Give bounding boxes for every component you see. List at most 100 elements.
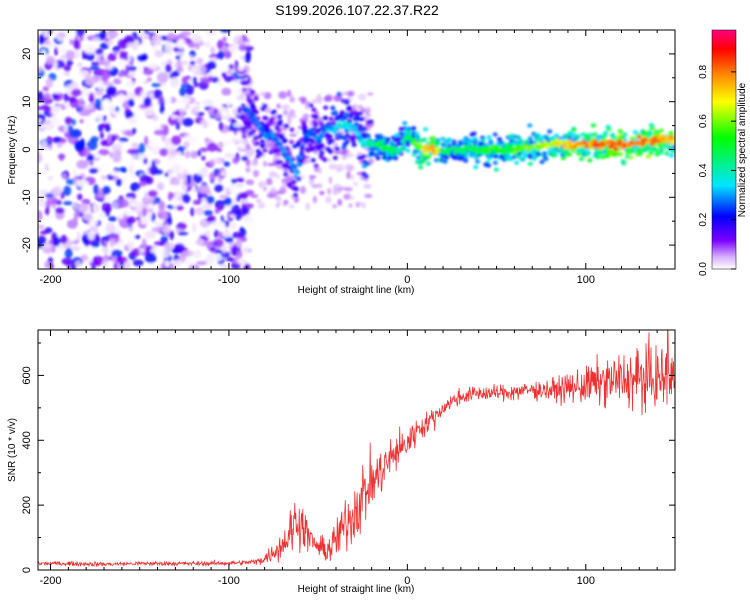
spectrogram-noise-blob bbox=[170, 77, 180, 88]
spectrogram-noise-blob bbox=[43, 92, 51, 102]
spectrogram-noise-blob bbox=[327, 158, 332, 163]
spectrogram-ridge-halo bbox=[270, 116, 276, 121]
spectrogram-noise-blob bbox=[235, 209, 248, 217]
spectrogram-ridge-halo bbox=[597, 134, 603, 139]
spectrogram-noise-blob bbox=[100, 122, 109, 129]
spectrogram-noise-blob bbox=[73, 211, 80, 218]
spectrogram-noise-blob bbox=[176, 98, 182, 109]
spectrogram-ridge-halo bbox=[344, 139, 350, 145]
spectrogram-ridge-halo bbox=[361, 163, 367, 169]
spectrogram-noise-blob bbox=[85, 118, 90, 129]
spectrogram-ridge-halo bbox=[411, 152, 417, 157]
colorbar-tick-label: 0.8 bbox=[698, 64, 709, 78]
spectrogram-noise-blob bbox=[136, 189, 143, 201]
spectrogram-noise-blob bbox=[195, 163, 202, 168]
spectrogram-ridge-core bbox=[299, 152, 304, 157]
spectrogram-noise-blob bbox=[134, 95, 141, 101]
spectrogram-marks bbox=[38, 30, 675, 269]
spectrogram-ridge-halo bbox=[301, 126, 307, 131]
spectrogram-noise-blob bbox=[222, 36, 227, 42]
spectrogram-noise-blob bbox=[221, 140, 233, 146]
spectrogram-ridge-core bbox=[252, 114, 257, 119]
spectrogram-noise-blob bbox=[77, 202, 89, 213]
spectrogram-ridge-core bbox=[607, 142, 611, 146]
spectrogram-noise-blob bbox=[144, 231, 156, 239]
spectrogram-noise-blob bbox=[192, 249, 202, 258]
spectrogram-noise-blob bbox=[201, 32, 208, 39]
spectrogram-ridge-core bbox=[288, 157, 293, 162]
spectrogram-ridge-halo bbox=[328, 116, 334, 122]
spectrogram-noise-blob bbox=[298, 96, 307, 102]
spectrogram-noise-blob bbox=[218, 231, 223, 239]
spectrogram-noise-blob bbox=[94, 48, 104, 55]
spectrogram-noise-blob bbox=[305, 202, 311, 211]
spectrogram-ridge-halo bbox=[645, 154, 651, 159]
spectrogram-noise-blob bbox=[245, 189, 254, 196]
spectrogram-noise-blob bbox=[327, 187, 332, 195]
spectrogram-noise-blob bbox=[120, 167, 128, 173]
snr-panel: -200 -100 0 100 0 200 400 600 Height of straigh… bbox=[7, 329, 676, 595]
spectrogram-ridge-halo bbox=[587, 158, 593, 163]
spectrogram-noise-blob bbox=[101, 202, 112, 213]
spectrogram-noise-blob bbox=[339, 149, 347, 156]
spectrogram-ridge-core bbox=[282, 148, 287, 153]
spectrogram-noise-blob bbox=[224, 204, 233, 210]
spectrogram-ridge-halo bbox=[385, 137, 391, 142]
spectrogram-noise-blob bbox=[125, 216, 136, 225]
spectrogram-noise-blob bbox=[164, 242, 175, 250]
spectrogram-noise-blob bbox=[117, 198, 129, 208]
spectrogram-noise-blob bbox=[132, 41, 139, 51]
spectrogram-ridge-core bbox=[390, 152, 395, 156]
spectrogram-ridge-halo bbox=[331, 121, 337, 126]
spectrogram-noise-blob bbox=[97, 211, 106, 219]
spectrogram-noise-blob bbox=[235, 177, 245, 183]
spectrogram-noise-blob bbox=[278, 91, 288, 99]
spectrogram-ridge-halo bbox=[593, 150, 599, 156]
spectrogram-noise-blob bbox=[214, 88, 220, 97]
spectrogram-noise-blob bbox=[127, 71, 136, 76]
spectrogram-noise-blob bbox=[224, 197, 232, 206]
spectrogram-noise-blob bbox=[77, 224, 85, 231]
spectrogram-noise-blob bbox=[239, 226, 245, 233]
spectrogram-noise-blob bbox=[364, 106, 372, 114]
spectrogram-ridge-halo bbox=[405, 148, 411, 153]
spectrogram-ridge-halo bbox=[567, 135, 573, 141]
spectrogram-noise-blob bbox=[66, 59, 73, 66]
spectrogram-noise-blob bbox=[134, 111, 139, 122]
spectrogram-noise-blob bbox=[281, 183, 286, 187]
spectrogram-noise-blob bbox=[92, 202, 101, 214]
spectrogram-noise-blob bbox=[267, 162, 275, 167]
spectrogram-ridge-halo bbox=[560, 155, 567, 161]
spectrogram-noise-blob bbox=[57, 44, 70, 53]
spectrogram-noise-blob bbox=[236, 130, 242, 140]
spectrogram-noise-blob bbox=[176, 66, 184, 73]
spectrogram-noise-blob bbox=[105, 64, 114, 71]
spectrogram-ridge-halo bbox=[246, 97, 252, 102]
spectrogram-ridge-halo bbox=[492, 132, 498, 137]
spectrogram-ridge-core bbox=[527, 147, 532, 152]
spectrogram-noise-blob bbox=[176, 200, 182, 206]
spectrogram-ridge-halo bbox=[309, 147, 315, 152]
spectrogram-noise-blob bbox=[272, 156, 281, 161]
spectrogram-noise-blob bbox=[38, 189, 49, 196]
spectrogram-ridge-halo bbox=[647, 131, 653, 136]
spectrogram-noise-blob bbox=[170, 114, 177, 120]
spectrogram-noise-blob bbox=[125, 80, 136, 88]
spectrogram-noise-blob bbox=[164, 43, 173, 55]
spectrogram-ridge-halo bbox=[253, 110, 260, 115]
spectrogram-noise-blob bbox=[109, 238, 116, 247]
spectrogram-noise-blob bbox=[147, 261, 154, 269]
spectrogram-noise-blob bbox=[285, 176, 293, 183]
spectrogram-noise-blob bbox=[357, 93, 367, 101]
spectrogram-ridge-halo bbox=[344, 112, 350, 117]
spectrogram-ridge-halo bbox=[351, 134, 357, 140]
spectrogram-ridge-core bbox=[359, 137, 364, 142]
spectrogram-noise-blob bbox=[205, 217, 215, 222]
spectrogram-noise-blob bbox=[319, 190, 325, 196]
spectrogram-noise-blob bbox=[235, 75, 247, 80]
spectrogram-noise-blob bbox=[63, 201, 73, 206]
spectrogram-ridge-core bbox=[477, 149, 482, 154]
spectrogram-noise-blob bbox=[365, 113, 372, 118]
spectrogram-noise-blob bbox=[259, 91, 266, 97]
spectrogram-noise-blob bbox=[123, 129, 133, 136]
